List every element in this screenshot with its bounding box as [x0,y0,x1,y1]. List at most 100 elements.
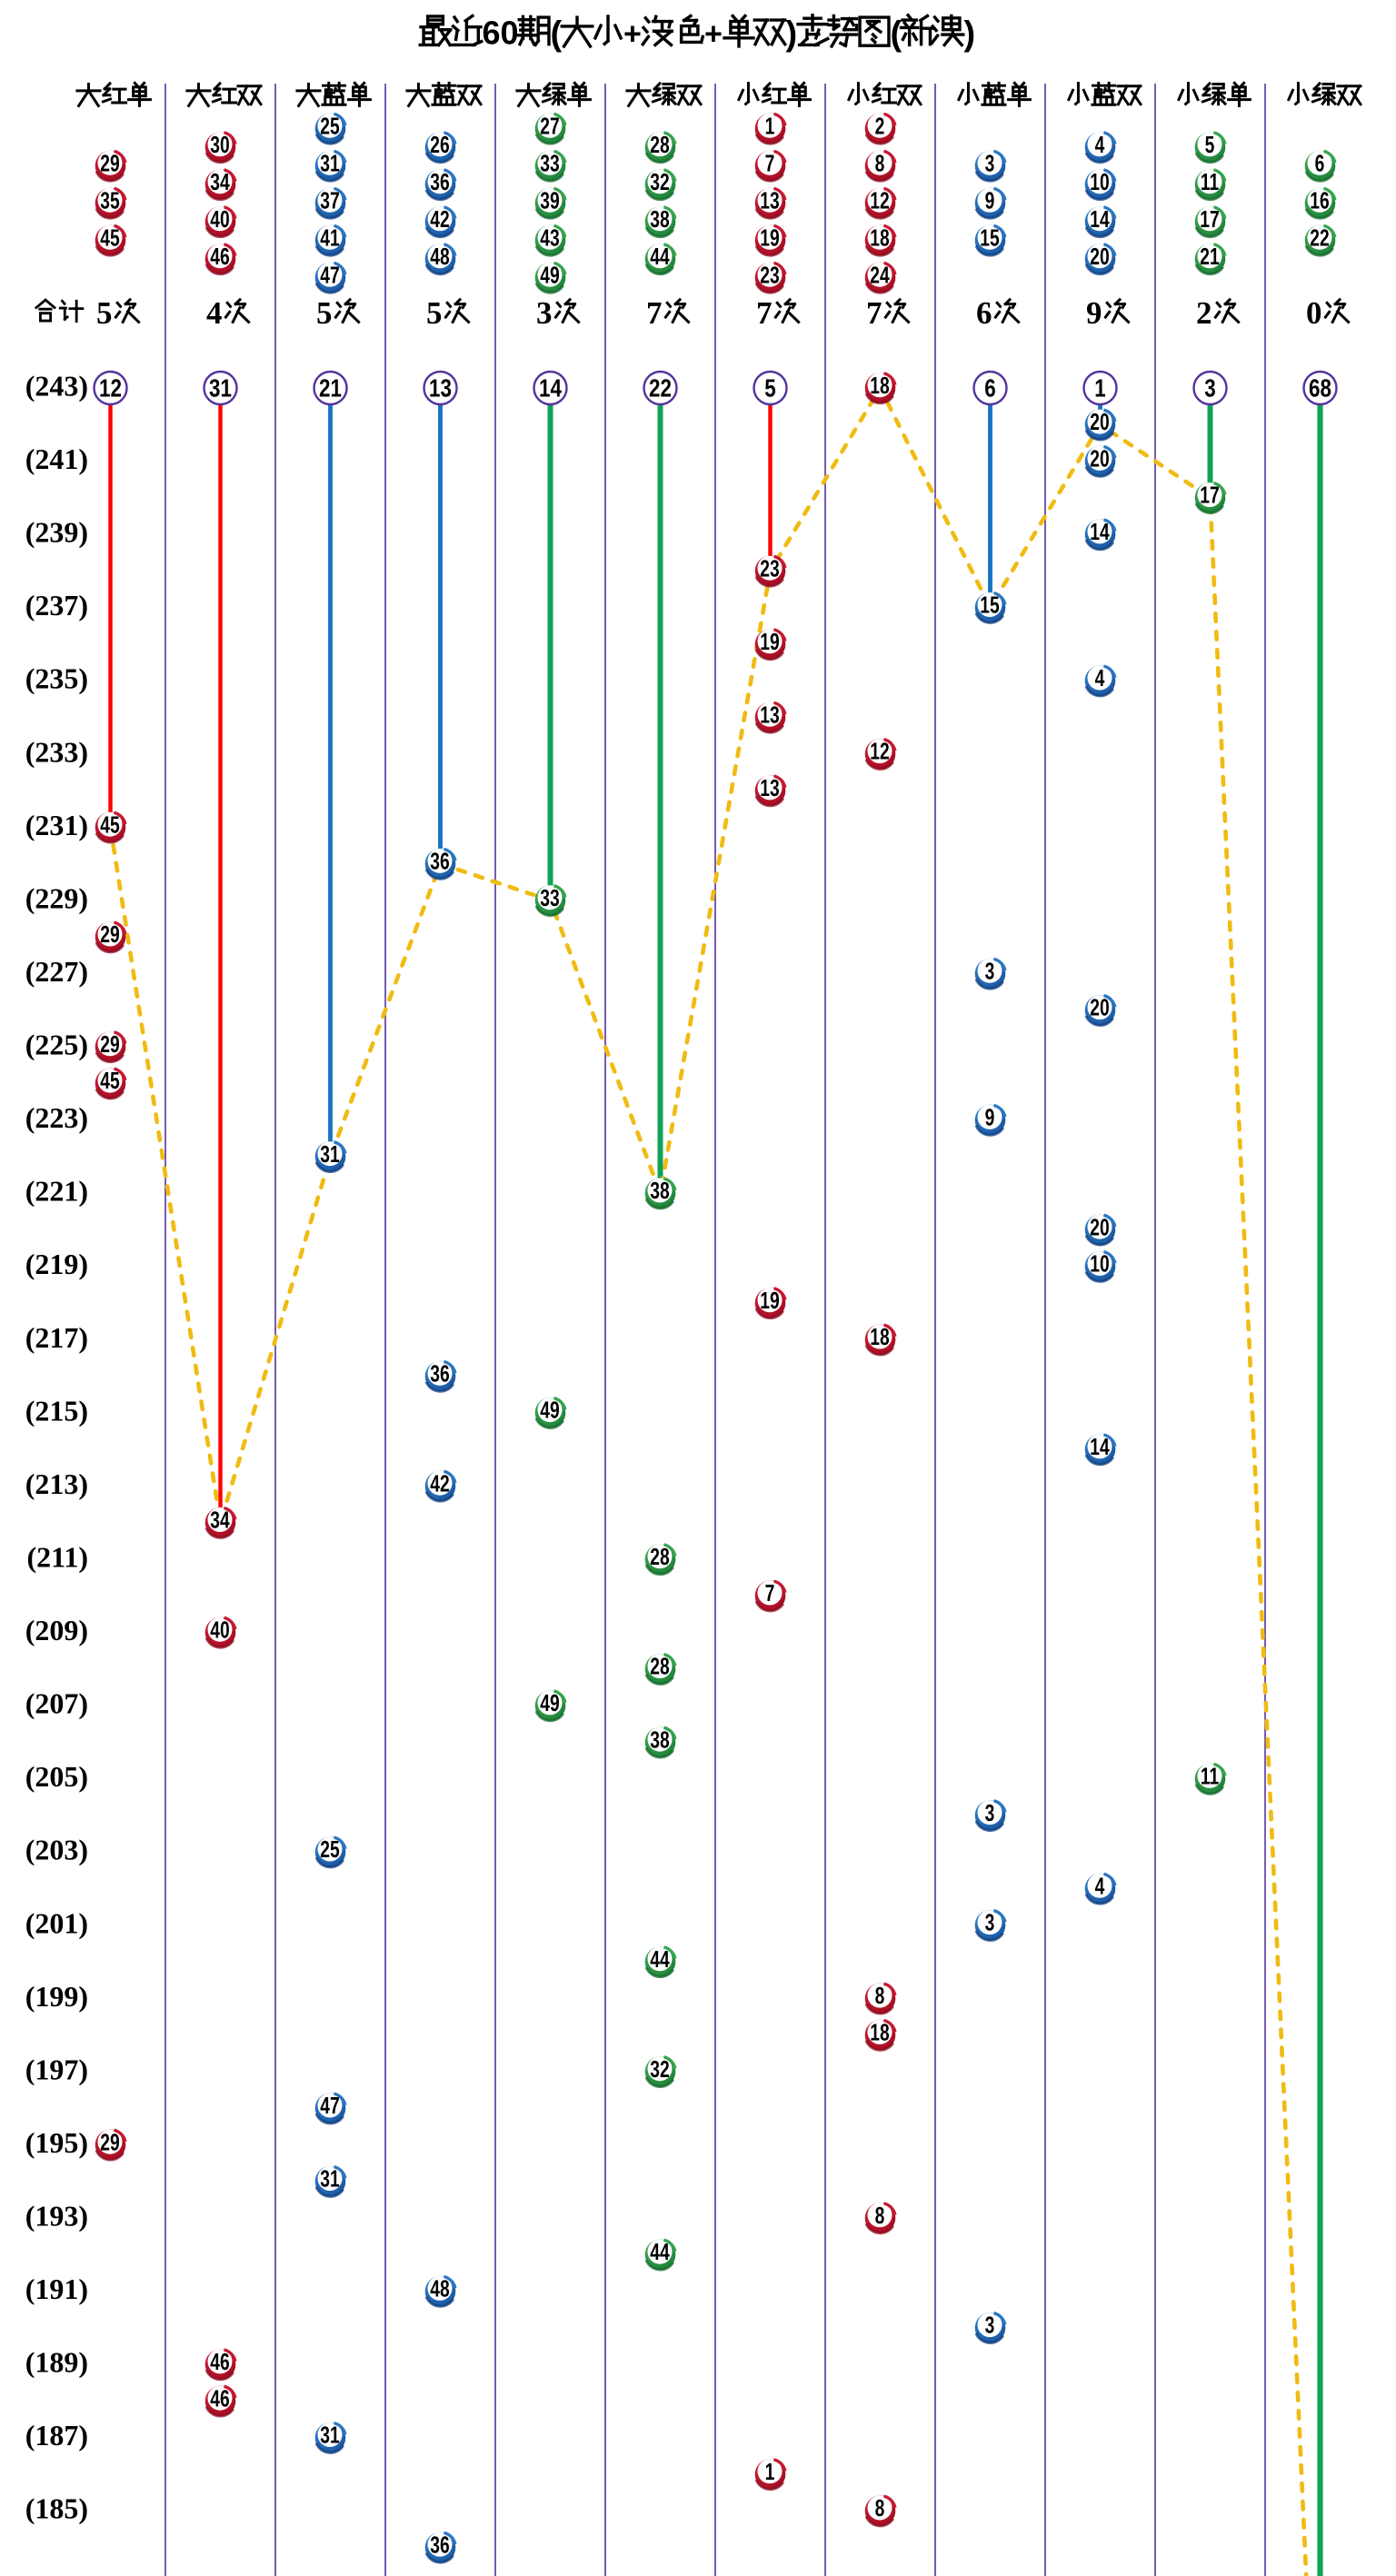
svg-text:(187): (187) [25,2419,88,2452]
svg-text:48: 48 [430,243,450,270]
svg-text:21: 21 [1200,243,1220,270]
svg-text:3: 3 [985,1799,995,1826]
svg-text:24: 24 [870,262,890,289]
svg-text:33: 33 [540,150,559,177]
svg-text:13: 13 [429,374,452,403]
svg-text:43: 43 [540,224,559,252]
svg-text:36: 36 [430,1360,449,1387]
svg-text:7: 7 [765,1579,775,1606]
svg-text:34: 34 [210,1507,230,1534]
svg-text:(227): (227) [25,955,88,988]
svg-text:1: 1 [765,2458,775,2485]
svg-text:47: 47 [320,262,339,289]
svg-text:5: 5 [316,295,333,331]
svg-text:8: 8 [875,150,885,177]
svg-text:(195): (195) [25,2126,88,2159]
svg-text:40: 40 [210,1616,229,1644]
svg-text:4: 4 [206,295,223,331]
svg-text:7: 7 [866,295,882,331]
svg-text:+: + [704,17,723,52]
svg-text:44: 44 [650,243,670,270]
svg-text:20: 20 [1090,994,1109,1021]
svg-text:68: 68 [1309,374,1331,403]
svg-text:35: 35 [100,187,120,214]
svg-text:(201): (201) [25,1906,88,1939]
svg-text:33: 33 [540,884,559,911]
svg-text:7: 7 [646,295,663,331]
svg-text:47: 47 [320,2092,339,2119]
svg-text:37: 37 [320,187,339,214]
svg-text:31: 31 [209,374,232,403]
svg-text:20: 20 [1090,408,1109,435]
svg-text:9: 9 [985,187,995,214]
svg-text:20: 20 [1090,1213,1109,1240]
svg-text:34: 34 [210,168,230,195]
svg-text:18: 18 [870,372,890,399]
svg-text:14: 14 [1090,1433,1110,1460]
svg-text:(219): (219) [25,1248,88,1280]
svg-text:10: 10 [1090,168,1109,195]
svg-text:39: 39 [540,187,559,214]
svg-text:12: 12 [99,374,122,403]
svg-text:5: 5 [426,295,443,331]
svg-text:(205): (205) [25,1760,88,1793]
svg-text:5: 5 [96,295,113,331]
svg-text:16: 16 [1310,187,1329,214]
svg-text:31: 31 [320,1140,340,1168]
svg-text:(209): (209) [25,1614,88,1646]
svg-text:8: 8 [875,1982,885,2009]
svg-text:3: 3 [1204,374,1215,403]
svg-text:46: 46 [210,243,229,270]
svg-text:31: 31 [320,2165,340,2193]
svg-text:36: 36 [430,2531,449,2559]
svg-text:31: 31 [320,150,340,177]
svg-text:49: 49 [540,1689,559,1716]
svg-text:14: 14 [1090,205,1110,233]
svg-text:19: 19 [760,224,779,252]
svg-text:29: 29 [100,150,119,177]
svg-text:(229): (229) [25,881,88,914]
svg-text:(235): (235) [25,662,88,695]
svg-text:45: 45 [100,1067,120,1094]
svg-text:(239): (239) [25,516,88,549]
svg-text:3: 3 [985,150,995,177]
svg-text:49: 49 [540,262,559,289]
svg-text:(: ( [891,15,902,53]
svg-text:12: 12 [870,738,889,765]
svg-text:28: 28 [650,1653,670,1680]
svg-text:(185): (185) [25,2492,88,2525]
svg-text:(193): (193) [25,2200,88,2233]
svg-text:): ) [964,15,976,53]
svg-text:(223): (223) [25,1101,88,1134]
svg-text:25: 25 [320,1835,340,1863]
svg-text:+: + [623,17,642,52]
svg-text:17: 17 [1200,205,1219,233]
svg-text:9: 9 [1086,295,1102,331]
svg-text:(207): (207) [25,1687,88,1720]
svg-text:18: 18 [870,224,890,252]
svg-text:29: 29 [100,2128,119,2155]
svg-text:3: 3 [985,1909,995,1936]
svg-text:32: 32 [650,2055,669,2083]
svg-text:46: 46 [210,2384,229,2412]
svg-text:17: 17 [1200,482,1219,509]
svg-text:60: 60 [483,15,519,52]
svg-text:48: 48 [430,2275,450,2302]
svg-text:8: 8 [875,2494,885,2521]
svg-text:27: 27 [540,113,559,140]
svg-text:20: 20 [1090,243,1109,270]
svg-text:(215): (215) [25,1394,88,1427]
svg-text:2: 2 [1196,295,1212,331]
svg-text:0: 0 [1306,295,1322,331]
svg-text:20: 20 [1090,445,1109,472]
svg-text:4: 4 [1095,1873,1105,1900]
svg-text:(189): (189) [25,2346,88,2379]
svg-text:38: 38 [650,1177,670,1204]
svg-text:11: 11 [1201,168,1220,195]
svg-text:14: 14 [1090,518,1110,545]
svg-text:19: 19 [760,1287,779,1314]
svg-text:41: 41 [320,224,340,252]
svg-text:13: 13 [760,701,779,729]
svg-text:36: 36 [430,168,449,195]
svg-text:12: 12 [870,187,889,214]
